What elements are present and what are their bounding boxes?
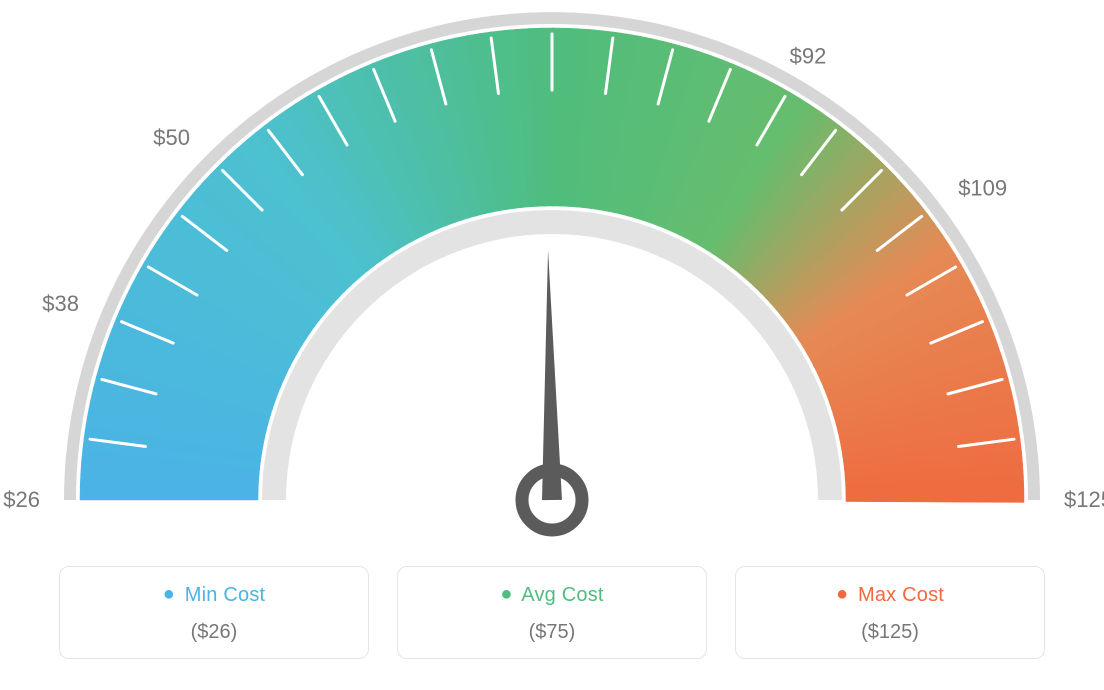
legend-title-avg: ● Avg Cost <box>398 583 706 607</box>
tick-label: $125 <box>1064 487 1104 512</box>
gauge-svg: $26$38$50$75$92$109$125 <box>0 0 1104 560</box>
tick-label: $109 <box>958 175 1007 200</box>
tick-label: $92 <box>790 44 827 69</box>
legend-value-avg: ($75) <box>398 621 706 644</box>
legend-row: ● Min Cost ($26) ● Avg Cost ($75) ● Max … <box>0 566 1104 659</box>
legend-title-text: Max Cost <box>858 584 944 606</box>
dot-icon: ● <box>163 583 175 605</box>
legend-title-text: Min Cost <box>185 584 266 606</box>
legend-card-min: ● Min Cost ($26) <box>59 566 369 659</box>
legend-title-min: ● Min Cost <box>60 583 368 607</box>
tick-label: $38 <box>42 291 79 316</box>
legend-value-min: ($26) <box>60 621 368 644</box>
needle <box>542 250 562 500</box>
dot-icon: ● <box>500 583 512 605</box>
legend-card-avg: ● Avg Cost ($75) <box>397 566 707 659</box>
legend-title-text: Avg Cost <box>521 584 603 606</box>
cost-gauge: $26$38$50$75$92$109$125 <box>0 0 1104 560</box>
tick-label: $50 <box>153 125 190 150</box>
legend-card-max: ● Max Cost ($125) <box>735 566 1045 659</box>
legend-value-max: ($125) <box>736 621 1044 644</box>
tick-label: $26 <box>3 487 40 512</box>
dot-icon: ● <box>836 583 848 605</box>
legend-title-max: ● Max Cost <box>736 583 1044 607</box>
